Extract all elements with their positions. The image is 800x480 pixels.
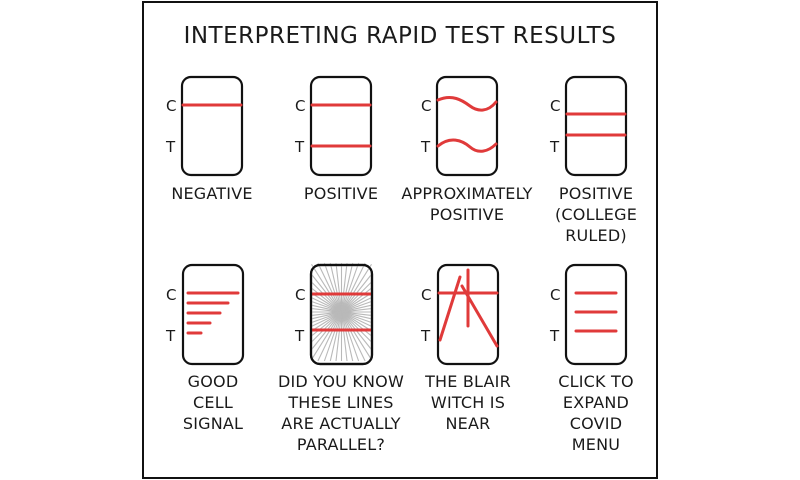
- stick-diagonal-right: [460, 284, 499, 348]
- result-label: GOOD CELL SIGNAL: [183, 372, 243, 433]
- result-label-line: SIGNAL: [183, 414, 243, 433]
- c-marker: C: [421, 286, 431, 304]
- t-marker: T: [165, 138, 176, 156]
- t-marker: T: [294, 138, 305, 156]
- result-label-line: THE BLAIR: [424, 372, 511, 391]
- c-marker: C: [166, 286, 176, 304]
- t-marker: T: [294, 327, 305, 345]
- result-label-line: NEAR: [446, 414, 491, 433]
- panel-blair-witch: C T THE BLAIR WITCH IS NEAR: [420, 263, 511, 433]
- result-label-line: APPROXIMATELY: [401, 184, 532, 203]
- wavy-control-line: [436, 96, 498, 112]
- c-marker: C: [550, 286, 560, 304]
- wavy-test-line: [436, 138, 498, 153]
- result-label-line: WITCH IS: [431, 393, 505, 412]
- t-marker: T: [420, 327, 431, 345]
- result-label-line: DID YOU KNOW: [278, 372, 404, 391]
- result-label-line: POSITIVE: [559, 184, 633, 203]
- panel-negative: C T NEGATIVE: [165, 75, 252, 203]
- t-marker: T: [420, 138, 431, 156]
- result-label: NEGATIVE: [171, 184, 252, 203]
- c-marker: C: [421, 97, 431, 115]
- result-label-line: CELL: [193, 393, 233, 412]
- test-cassette: [180, 75, 244, 177]
- comic-title: INTERPRETING RAPID TEST RESULTS: [184, 23, 617, 49]
- test-cassette: [309, 75, 373, 177]
- result-label: THE BLAIR WITCH IS NEAR: [424, 372, 511, 433]
- result-label-line: NEGATIVE: [171, 184, 252, 203]
- result-label-line: MENU: [572, 435, 620, 454]
- t-marker: T: [549, 327, 560, 345]
- panel-college-ruled: C T POSITIVE (COLLEGE RULED): [549, 75, 637, 245]
- result-label-line: CLICK TO: [558, 372, 634, 391]
- c-marker: C: [166, 97, 176, 115]
- test-cassette: [564, 75, 628, 177]
- result-label-line: (COLLEGE: [555, 205, 637, 224]
- result-label-line: THESE LINES: [287, 393, 393, 412]
- panel-good-cell-signal: C T GOOD CELL SIGNAL: [165, 263, 245, 433]
- result-label-line: GOOD: [188, 372, 239, 391]
- panel-covid-menu: C T CLICK TO EXPAND COVID MENU: [549, 263, 634, 454]
- result-label: CLICK TO EXPAND COVID MENU: [558, 372, 634, 454]
- c-marker: C: [295, 286, 305, 304]
- t-marker: T: [549, 138, 560, 156]
- result-label: POSITIVE (COLLEGE RULED): [555, 184, 637, 245]
- result-label-line: POSITIVE: [304, 184, 378, 203]
- result-label-line: ARE ACTUALLY: [281, 414, 400, 433]
- t-marker: T: [165, 327, 176, 345]
- result-label-line: POSITIVE: [430, 205, 504, 224]
- result-label-line: PARALLEL?: [297, 435, 385, 454]
- illusion-ray: [311, 308, 372, 316]
- c-marker: C: [295, 97, 305, 115]
- result-label: POSITIVE: [304, 184, 378, 203]
- result-label-line: COVID: [570, 414, 622, 433]
- result-label-line: RULED): [565, 226, 627, 245]
- panel-positive: C T POSITIVE: [294, 75, 378, 203]
- panel-approximately-positive: C T APPROXIMATELY POSITIVE: [401, 75, 532, 224]
- stick-diagonal-left: [438, 275, 462, 342]
- test-cassette: [435, 75, 499, 177]
- result-label: DID YOU KNOW THESE LINES ARE ACTUALLY PARAL…: [278, 372, 404, 454]
- c-marker: C: [550, 97, 560, 115]
- test-cassette: [564, 263, 628, 366]
- result-label: APPROXIMATELY POSITIVE: [401, 184, 532, 224]
- result-label-line: EXPAND: [563, 393, 629, 412]
- illusion-rays: [311, 262, 372, 362]
- panel-parallel-illusion: C T DID YOU KNOW THESE LINES ARE ACTUALLY P…: [278, 262, 404, 454]
